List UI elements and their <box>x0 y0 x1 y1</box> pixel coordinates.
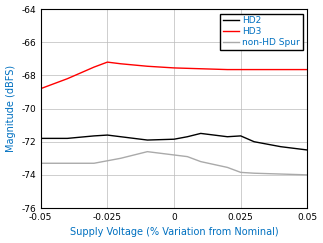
non-HD Spur <box>92 162 96 165</box>
HD3 <box>145 65 149 68</box>
HD3 <box>279 68 283 71</box>
HD3 <box>225 68 229 71</box>
non-HD Spur <box>105 159 109 162</box>
Y-axis label: Magnitude (dBFS): Magnitude (dBFS) <box>5 65 16 152</box>
HD3 <box>66 77 69 80</box>
non-HD Spur <box>225 166 229 169</box>
non-HD Spur <box>239 171 243 174</box>
HD2 <box>225 135 229 138</box>
Legend: HD2, HD3, non-HD Spur: HD2, HD3, non-HD Spur <box>220 14 303 50</box>
non-HD Spur <box>119 157 123 160</box>
HD2 <box>119 135 123 138</box>
HD2 <box>172 138 176 141</box>
HD3 <box>239 68 243 71</box>
X-axis label: Supply Voltage (% Variation from Nominal): Supply Voltage (% Variation from Nominal… <box>70 227 278 237</box>
Line: HD3: HD3 <box>41 62 307 89</box>
non-HD Spur <box>199 160 203 163</box>
HD3 <box>306 68 309 71</box>
HD2 <box>39 137 43 140</box>
HD2 <box>199 132 203 135</box>
HD3 <box>172 66 176 69</box>
non-HD Spur <box>252 172 256 175</box>
non-HD Spur <box>185 155 189 158</box>
HD3 <box>252 68 256 71</box>
HD2 <box>239 134 243 137</box>
HD2 <box>145 139 149 141</box>
HD2 <box>185 135 189 138</box>
HD3 <box>39 87 43 90</box>
HD2 <box>252 140 256 143</box>
HD3 <box>92 66 96 69</box>
non-HD Spur <box>279 173 283 175</box>
HD3 <box>105 61 109 64</box>
non-HD Spur <box>39 162 43 165</box>
HD2 <box>105 134 109 137</box>
non-HD Spur <box>66 162 69 165</box>
Line: HD2: HD2 <box>41 133 307 150</box>
HD2 <box>279 145 283 148</box>
Line: non-HD Spur: non-HD Spur <box>41 152 307 175</box>
non-HD Spur <box>306 174 309 176</box>
HD2 <box>92 134 96 137</box>
HD3 <box>119 62 123 65</box>
HD2 <box>66 137 69 140</box>
non-HD Spur <box>145 150 149 153</box>
non-HD Spur <box>172 154 176 156</box>
HD2 <box>306 148 309 151</box>
HD3 <box>199 67 203 70</box>
